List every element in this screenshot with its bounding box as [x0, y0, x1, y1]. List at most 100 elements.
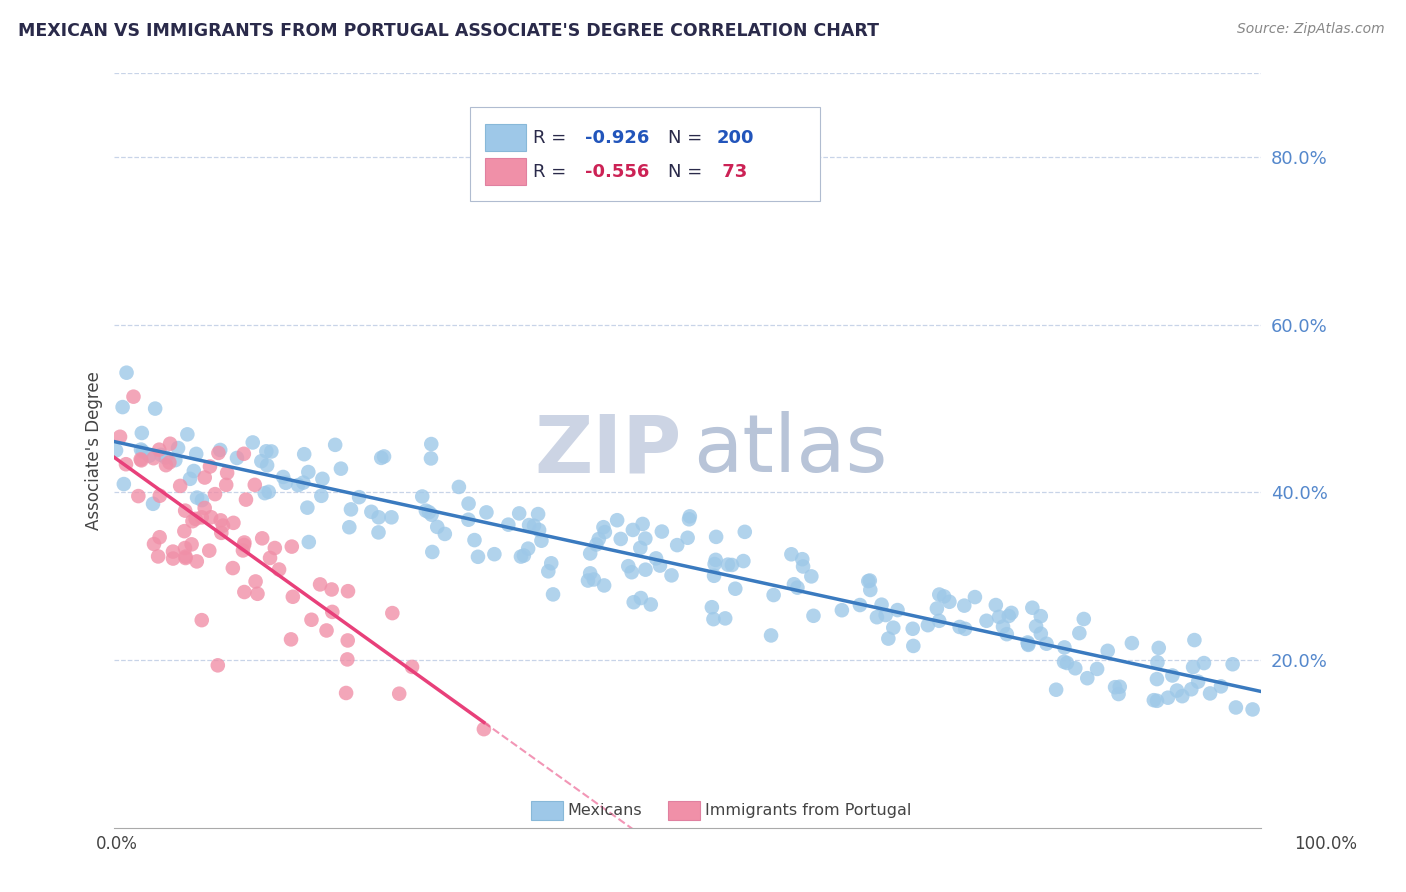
Point: [859, 574, 882, 588]
Point: [1146, 694, 1168, 708]
Point: [347, 490, 370, 504]
Point: [609, 532, 631, 546]
Point: [155, 450, 177, 465]
Point: [717, 558, 740, 572]
Point: [1108, 680, 1130, 694]
Point: [866, 610, 889, 624]
Text: 100.0%: 100.0%: [1294, 835, 1357, 853]
Point: [149, 489, 172, 503]
Point: [1025, 619, 1047, 633]
FancyBboxPatch shape: [485, 124, 526, 152]
Point: [903, 639, 925, 653]
Point: [949, 620, 972, 634]
Point: [475, 505, 498, 519]
Point: [281, 590, 304, 604]
Point: [976, 614, 998, 628]
Point: [1073, 612, 1095, 626]
Point: [150, 448, 173, 462]
Point: [1241, 702, 1264, 716]
Point: [122, 390, 145, 404]
Point: [420, 545, 443, 559]
Point: [254, 444, 277, 458]
Point: [311, 472, 333, 486]
Point: [640, 598, 662, 612]
Point: [233, 538, 256, 552]
Point: [447, 480, 470, 494]
Text: Source: ZipAtlas.com: Source: ZipAtlas.com: [1237, 22, 1385, 37]
Point: [457, 497, 479, 511]
Point: [1171, 689, 1194, 703]
Point: [527, 523, 550, 537]
Point: [209, 513, 232, 527]
Point: [1035, 637, 1057, 651]
Point: [928, 588, 950, 602]
Point: [1076, 671, 1098, 685]
Point: [582, 573, 605, 587]
Point: [267, 562, 290, 576]
Point: [309, 577, 332, 591]
Point: [679, 509, 702, 524]
Point: [340, 502, 363, 516]
Point: [148, 442, 170, 457]
Point: [222, 516, 245, 530]
Point: [995, 627, 1018, 641]
Point: [263, 541, 285, 555]
Point: [179, 472, 201, 486]
Point: [433, 527, 456, 541]
Point: [321, 582, 343, 597]
Point: [803, 608, 825, 623]
Point: [1157, 690, 1180, 705]
Point: [645, 551, 668, 566]
Point: [298, 535, 321, 549]
Point: [321, 605, 343, 619]
Point: [426, 520, 449, 534]
Point: [1147, 640, 1170, 655]
Point: [700, 600, 723, 615]
Point: [1166, 683, 1188, 698]
Point: [380, 510, 402, 524]
Point: [204, 487, 226, 501]
Point: [174, 503, 197, 517]
Point: [623, 595, 645, 609]
Point: [1000, 606, 1022, 620]
Point: [792, 552, 814, 566]
Point: [463, 533, 485, 547]
Point: [620, 566, 643, 580]
Point: [373, 450, 395, 464]
Point: [207, 446, 229, 460]
Point: [938, 595, 960, 609]
Point: [411, 490, 433, 504]
Point: [786, 581, 808, 595]
Point: [115, 366, 138, 380]
Point: [138, 449, 160, 463]
Point: [953, 599, 976, 613]
Point: [579, 566, 602, 581]
Point: [198, 543, 221, 558]
Point: [370, 450, 392, 465]
Point: [617, 559, 640, 574]
Point: [733, 554, 755, 568]
Point: [988, 610, 1011, 624]
Point: [666, 538, 689, 552]
Point: [576, 574, 599, 588]
Point: [606, 513, 628, 527]
Point: [678, 512, 700, 526]
Y-axis label: Associate's Degree: Associate's Degree: [86, 371, 103, 530]
Point: [415, 503, 437, 517]
Point: [233, 585, 256, 599]
Point: [849, 598, 872, 612]
Point: [226, 450, 249, 465]
Text: -0.556: -0.556: [585, 163, 650, 181]
Point: [232, 543, 254, 558]
Point: [165, 453, 187, 467]
Point: [498, 517, 520, 532]
Point: [274, 475, 297, 490]
Point: [1146, 672, 1168, 686]
Point: [1064, 661, 1087, 675]
Point: [271, 470, 294, 484]
Point: [984, 598, 1007, 612]
Point: [112, 477, 135, 491]
Point: [315, 624, 337, 638]
Point: [628, 541, 651, 555]
Point: [1104, 680, 1126, 694]
